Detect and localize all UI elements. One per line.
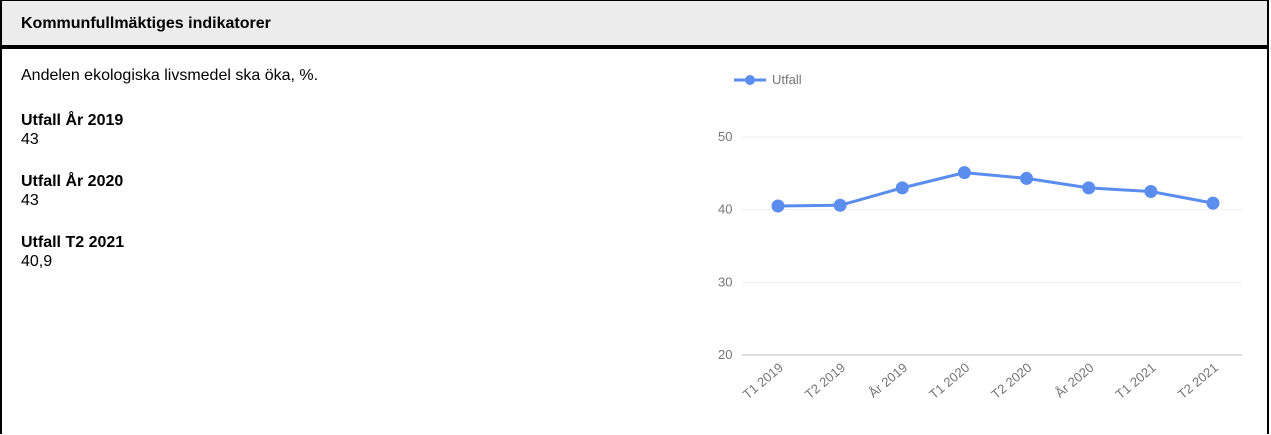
data-point <box>1144 185 1158 198</box>
data-point <box>771 199 785 213</box>
indicator-item: Utfall T2 2021 40,9 <box>21 233 681 271</box>
y-tick-label: 30 <box>718 274 732 289</box>
legend-marker <box>745 75 755 85</box>
item-label: Utfall År 2019 <box>21 112 124 129</box>
data-point <box>957 166 971 180</box>
indicator-info: Andelen ekologiska livsmedel ska öka, %.… <box>21 67 681 294</box>
data-point <box>1082 181 1096 195</box>
item-label: Utfall År 2020 <box>21 173 124 190</box>
x-tick-label: T1 2021 <box>1113 360 1159 402</box>
y-tick-label: 20 <box>718 347 732 362</box>
data-point <box>833 198 847 212</box>
y-tick-label: 40 <box>718 202 732 217</box>
series-line-utfall <box>777 171 1214 208</box>
line-chart: 20 30 40 50 T1 2019 T2 2019 År 2019 T1 2020 T2 2… <box>702 53 1267 435</box>
indicator-item: Utfall År 2019 43 <box>21 111 681 149</box>
x-tick-label: År 2020 <box>1052 360 1097 401</box>
y-tick-label: 50 <box>718 129 732 144</box>
item-value: 43 <box>21 192 39 209</box>
data-point <box>1020 171 1034 185</box>
indicator-description: Andelen ekologiska livsmedel ska öka, %. <box>21 67 319 84</box>
legend-label: Utfall <box>772 72 802 87</box>
panel-title: Kommunfullmäktiges indikatorer <box>21 15 271 32</box>
x-tick-label: År 2019 <box>866 360 911 401</box>
x-tick-label: T2 2021 <box>1175 360 1221 402</box>
chart-svg: 20 30 40 50 T1 2019 T2 2019 År 2019 T1 2020 T2 2… <box>718 72 1242 402</box>
item-label: Utfall T2 2021 <box>21 234 125 251</box>
data-point <box>895 181 909 195</box>
item-value: 40,9 <box>21 253 53 270</box>
data-point <box>1206 196 1220 210</box>
x-tick-label: T1 2019 <box>740 360 786 402</box>
panel-header: Kommunfullmäktiges indikatorer <box>2 1 1267 49</box>
x-tick-label: T1 2020 <box>926 360 972 402</box>
x-tick-label: T2 2020 <box>988 360 1034 402</box>
item-value: 43 <box>21 131 39 148</box>
x-tick-label: T2 2019 <box>802 360 848 402</box>
indicator-item: Utfall År 2020 43 <box>21 172 681 210</box>
